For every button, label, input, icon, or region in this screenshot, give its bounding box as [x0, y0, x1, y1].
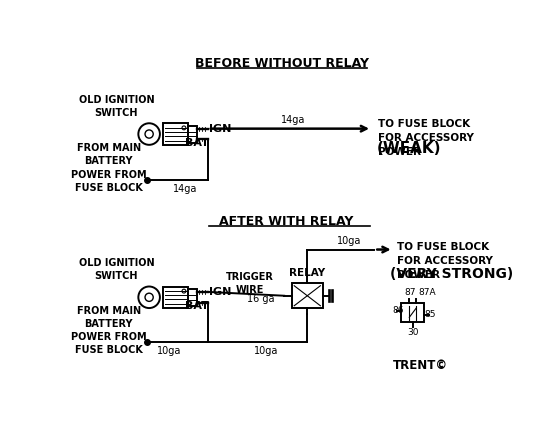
Bar [188, 289, 197, 306]
Text: 87: 87 [404, 288, 416, 297]
Bar [402, 304, 425, 322]
Bar [188, 126, 197, 142]
Text: TO FUSE BLOCK
FOR ACCESSORY
POWER: TO FUSE BLOCK FOR ACCESSORY POWER [378, 119, 474, 156]
Text: 87A: 87A [418, 288, 436, 297]
Text: IGN: IGN [210, 287, 232, 297]
Circle shape [145, 293, 153, 301]
Text: BAT: BAT [185, 301, 208, 311]
Text: 85: 85 [425, 310, 436, 319]
Text: 86: 86 [392, 306, 404, 315]
Text: TRENT©: TRENT© [393, 359, 448, 371]
Text: TO FUSE BLOCK
FOR ACCESSORY
POWER: TO FUSE BLOCK FOR ACCESSORY POWER [397, 242, 493, 280]
Text: OLD IGNITION
SWITCH: OLD IGNITION SWITCH [79, 258, 154, 281]
Text: RELAY: RELAY [289, 268, 326, 278]
Bar [163, 287, 188, 308]
Text: 10ga: 10ga [337, 237, 361, 246]
Text: AFTER WITH RELAY: AFTER WITH RELAY [218, 215, 353, 228]
Text: IGN: IGN [210, 124, 232, 134]
Text: 14ga: 14ga [281, 115, 306, 125]
Bar [292, 283, 323, 308]
Text: OLD IGNITION
SWITCH: OLD IGNITION SWITCH [79, 95, 154, 118]
Text: (WEAK): (WEAK) [377, 141, 441, 156]
Text: 30: 30 [407, 328, 419, 337]
Text: 14ga: 14ga [173, 184, 197, 194]
Text: 16 ga: 16 ga [248, 294, 275, 304]
Text: FROM MAIN
BATTERY
POWER FROM
FUSE BLOCK: FROM MAIN BATTERY POWER FROM FUSE BLOCK [71, 306, 146, 355]
Circle shape [145, 130, 153, 138]
Text: 10ga: 10ga [254, 346, 279, 356]
Text: BEFORE WITHOUT RELAY: BEFORE WITHOUT RELAY [195, 58, 369, 70]
Text: TRIGGER
WIRE: TRIGGER WIRE [226, 272, 273, 295]
Bar [163, 123, 188, 145]
Text: FROM MAIN
BATTERY
POWER FROM
FUSE BLOCK: FROM MAIN BATTERY POWER FROM FUSE BLOCK [71, 143, 146, 193]
Text: (VERY STRONG): (VERY STRONG) [389, 267, 513, 281]
Text: 10ga: 10ga [157, 346, 181, 356]
Text: BAT: BAT [185, 137, 208, 148]
